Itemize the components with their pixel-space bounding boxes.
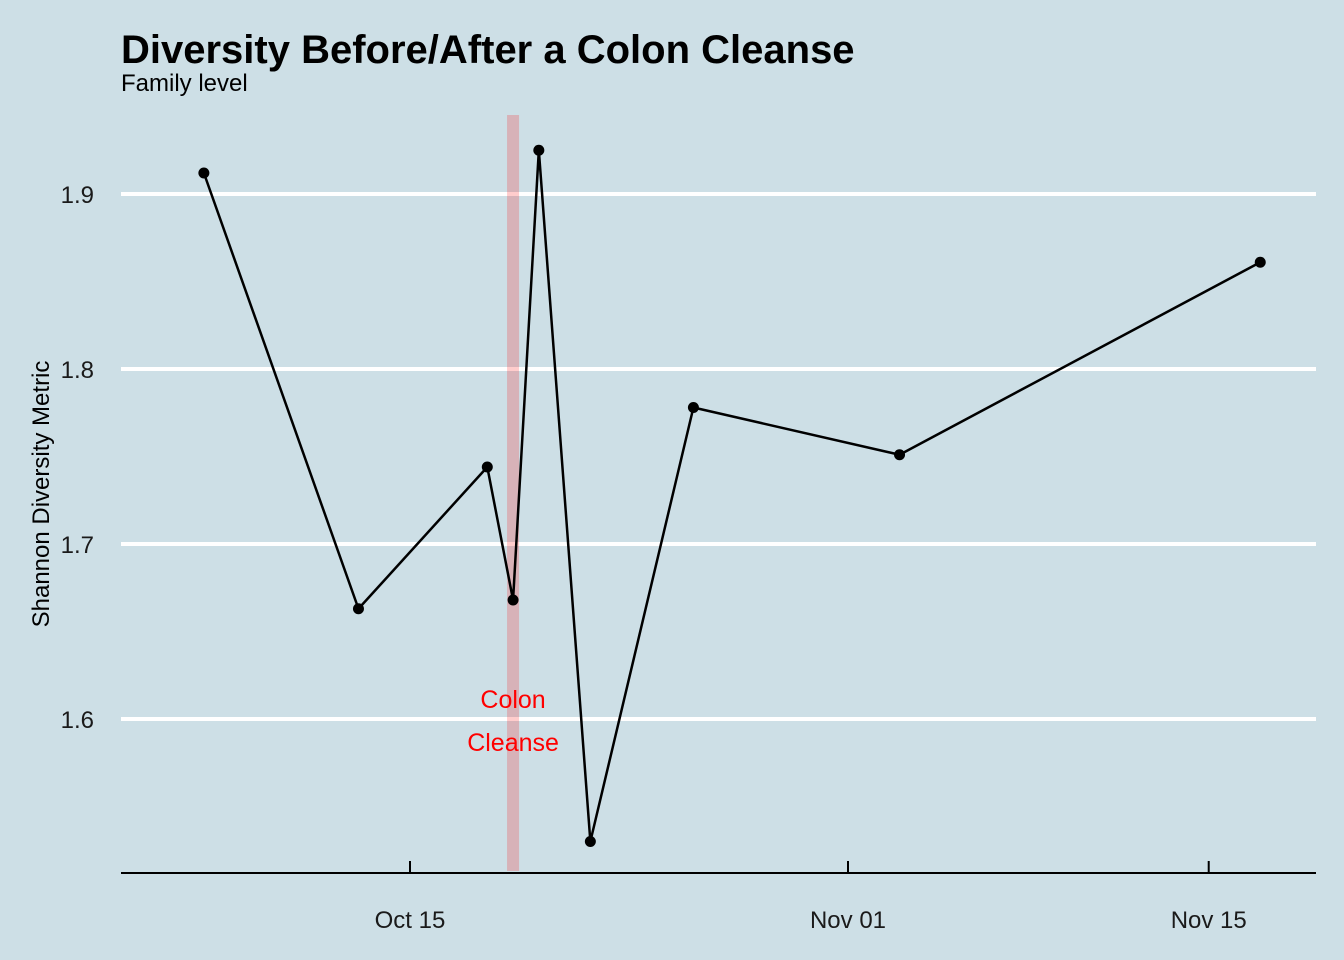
cleanse-band <box>507 115 520 871</box>
x-tick-label: Nov 15 <box>1171 907 1247 934</box>
data-point <box>1254 256 1266 268</box>
data-point <box>507 594 519 606</box>
data-point <box>894 449 906 461</box>
data-point <box>352 603 364 615</box>
x-tick-label: Oct 15 <box>375 907 446 934</box>
data-point <box>533 144 545 156</box>
series-line <box>202 149 1261 843</box>
y-axis-title: Shannon Diversity Metric <box>28 361 55 628</box>
data-point <box>198 167 210 179</box>
y-tick-label: 1.7 <box>61 532 94 559</box>
x-tick-label: Nov 01 <box>810 907 886 934</box>
chart-subtitle: Family level <box>121 70 248 97</box>
y-tick-label: 1.6 <box>61 707 94 734</box>
chart-title: Diversity Before/After a Colon Cleanse <box>121 28 855 72</box>
data-point <box>584 836 596 847</box>
data-point <box>687 402 699 413</box>
data-point <box>481 461 493 473</box>
y-tick-label: 1.8 <box>61 357 94 384</box>
y-tick-label: 1.9 <box>61 182 94 209</box>
annotation-label: Cleanse <box>467 729 559 757</box>
annotation-label: Colon <box>480 686 545 714</box>
